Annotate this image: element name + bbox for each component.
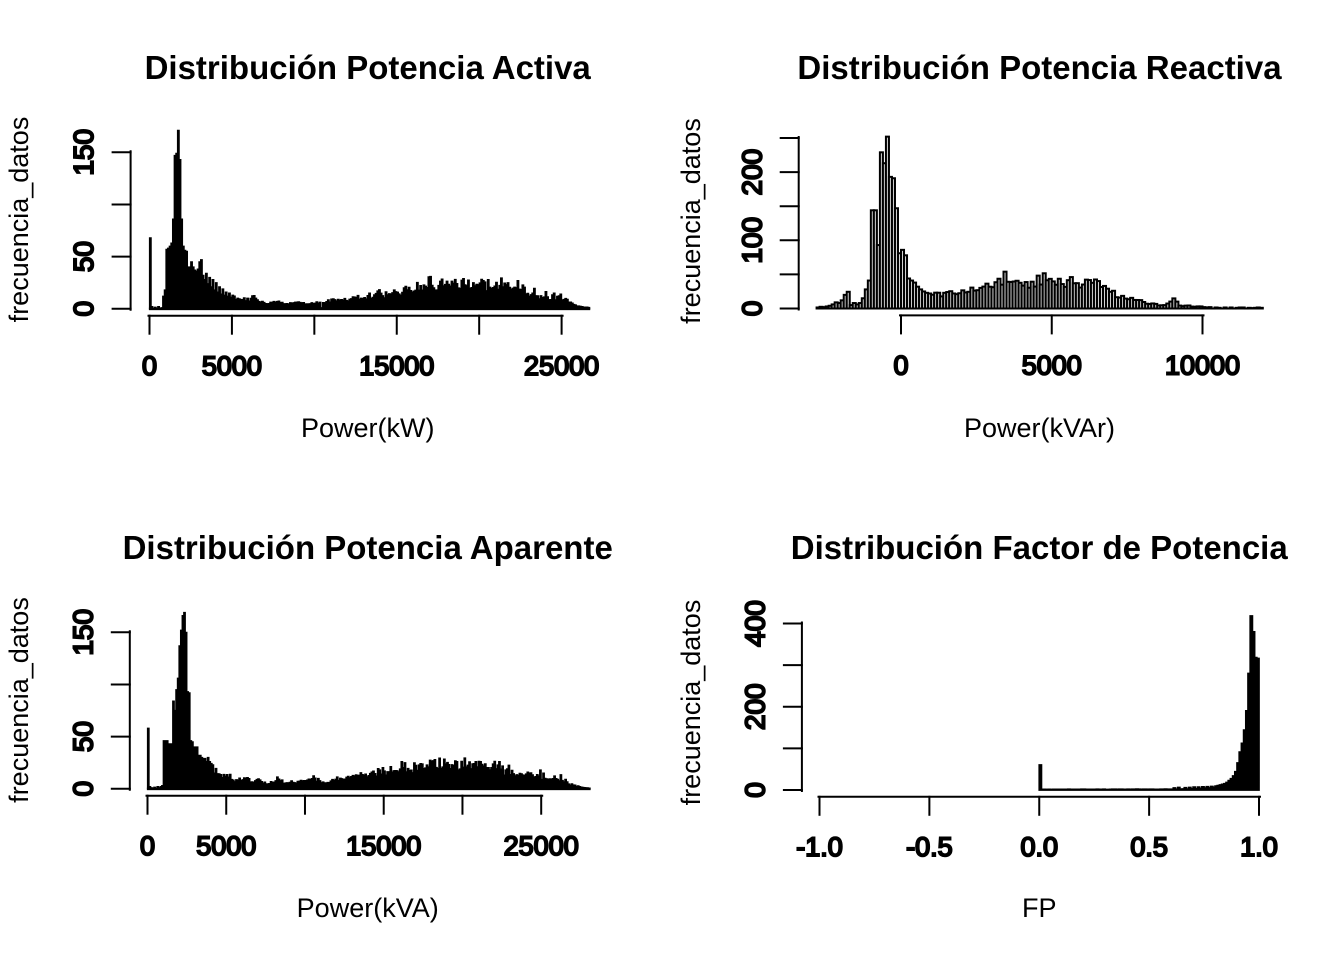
svg-text:Power(kVA): Power(kVA) xyxy=(297,893,439,923)
svg-text:200: 200 xyxy=(740,683,771,730)
svg-text:50: 50 xyxy=(67,721,98,752)
svg-text:150: 150 xyxy=(67,609,98,656)
svg-text:Distribución Factor de Potenci: Distribución Factor de Potencia xyxy=(791,529,1289,566)
svg-text:frecuencia_datos: frecuencia_datos xyxy=(676,118,706,324)
svg-text:25000: 25000 xyxy=(504,831,579,861)
svg-text:400: 400 xyxy=(740,600,771,647)
svg-text:5000: 5000 xyxy=(196,831,256,861)
svg-text:15000: 15000 xyxy=(346,831,421,861)
svg-text:200: 200 xyxy=(736,149,767,196)
svg-text:0: 0 xyxy=(68,301,99,317)
svg-text:5000: 5000 xyxy=(202,351,262,381)
svg-text:0: 0 xyxy=(140,831,155,861)
svg-text:frecuencia_datos: frecuencia_datos xyxy=(4,117,34,323)
svg-text:Distribución Potencia Aparente: Distribución Potencia Aparente xyxy=(123,529,613,566)
svg-text:frecuencia_datos: frecuencia_datos xyxy=(676,600,706,806)
svg-text:0: 0 xyxy=(67,781,98,797)
svg-text:50: 50 xyxy=(68,241,99,272)
svg-text:10000: 10000 xyxy=(1165,351,1240,381)
svg-text:Distribución Potencia Reactiva: Distribución Potencia Reactiva xyxy=(797,49,1282,86)
svg-text:0.5: 0.5 xyxy=(1130,832,1168,862)
svg-text:1.0: 1.0 xyxy=(1240,832,1278,862)
svg-text:frecuencia_datos: frecuencia_datos xyxy=(4,597,34,803)
svg-text:0: 0 xyxy=(142,351,157,381)
svg-text:0.0: 0.0 xyxy=(1020,832,1058,862)
svg-text:0: 0 xyxy=(736,301,767,317)
svg-text:100: 100 xyxy=(736,217,767,264)
svg-text:FP: FP xyxy=(1022,893,1057,923)
svg-text:Distribución Potencia Activa: Distribución Potencia Activa xyxy=(145,49,592,86)
svg-text:150: 150 xyxy=(68,129,99,176)
svg-text:0: 0 xyxy=(740,782,771,798)
svg-text:25000: 25000 xyxy=(524,351,599,381)
svg-text:Power(kVAr): Power(kVAr) xyxy=(964,413,1115,443)
svg-text:Power(kW): Power(kW) xyxy=(301,413,435,443)
svg-text:0: 0 xyxy=(893,351,908,381)
svg-text:-1.0: -1.0 xyxy=(796,832,843,862)
svg-text:5000: 5000 xyxy=(1022,351,1082,381)
svg-text:15000: 15000 xyxy=(359,351,434,381)
svg-text:-0.5: -0.5 xyxy=(906,832,953,862)
